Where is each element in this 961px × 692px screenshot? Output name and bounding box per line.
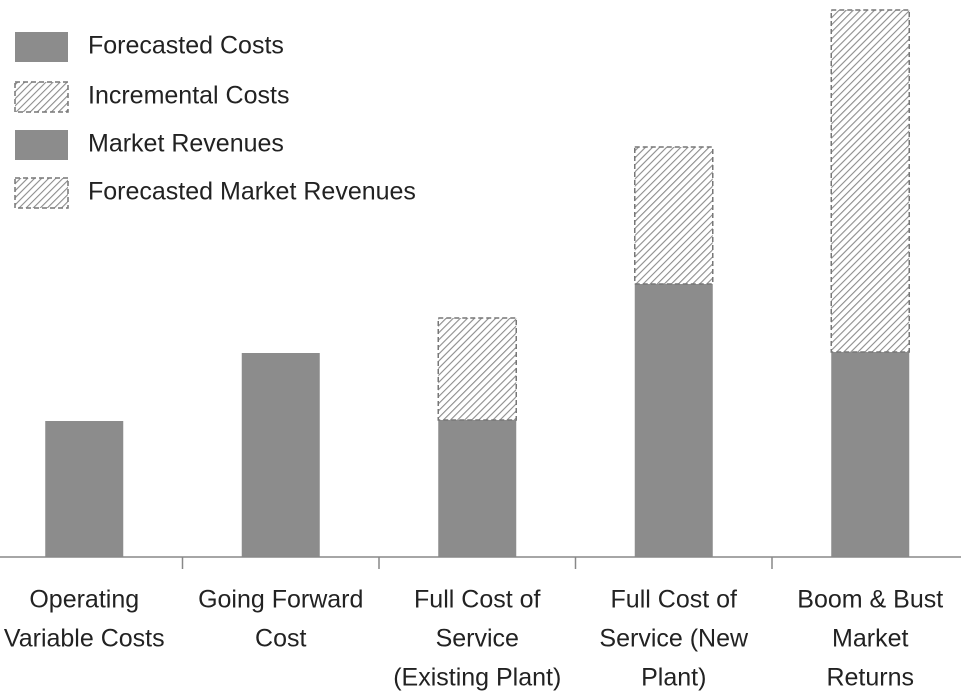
bar-segment [831,352,910,557]
bar-segment [634,284,713,557]
bar-segment [830,9,910,353]
x-tick-label: Operating [29,586,139,614]
legend-label: Forecasted Market Revenues [88,178,416,206]
legend-label: Market Revenues [88,130,284,158]
legend-swatch [14,81,69,113]
legend-swatch [14,177,69,209]
legend-swatch [15,32,68,62]
bar-segment [241,353,320,557]
x-tick-label: Full Cost of [611,586,737,614]
x-tick-label: Market [832,625,908,653]
x-tick-label: Full Cost of [414,586,540,614]
x-tick-label: Service [436,625,519,653]
legend-label: Incremental Costs [88,82,289,110]
x-tick-label: Service (New [599,625,749,653]
x-tick-label: Plant) [641,664,706,692]
x-tick-label: Variable Costs [4,625,165,653]
legend-label: Forecasted Costs [88,32,284,60]
bar-segment [438,420,517,557]
legend-swatch [15,130,68,160]
bar-segment [634,146,714,285]
bar-segment [45,421,124,557]
x-tick-label: Boom & Bust [797,586,943,614]
x-tick-label: (Existing Plant) [393,664,561,692]
x-tick-label: Going Forward [198,586,363,614]
x-tick-label: Returns [826,664,914,692]
bar-segment [437,317,517,421]
x-tick-label: Cost [255,625,306,653]
